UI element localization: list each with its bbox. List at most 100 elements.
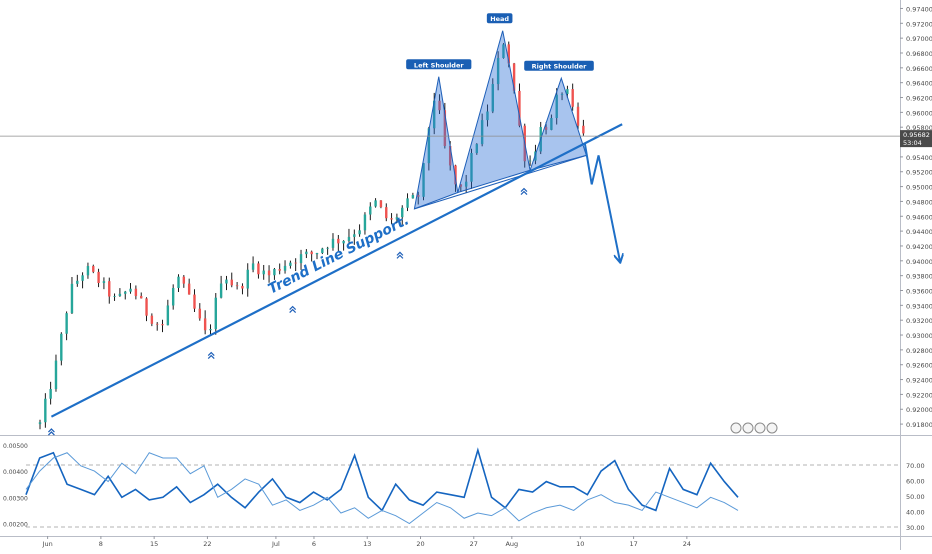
price-axis-label: 0.93800 — [906, 273, 932, 281]
price-axis-label: 0.92800 — [906, 347, 932, 355]
candle-body — [491, 84, 494, 112]
price-axis-label: 0.96800 — [906, 50, 932, 58]
time-axis-label: Aug — [505, 540, 518, 548]
pattern-label-box — [486, 13, 513, 24]
price-axis-label: 0.93200 — [906, 317, 932, 325]
candle-body — [60, 333, 63, 361]
osc-right-axis-label: 60.00 — [906, 478, 925, 486]
candle-body — [331, 238, 335, 248]
price-axis-label: 0.95800 — [906, 124, 932, 132]
candle-body — [571, 89, 574, 107]
price-axis-label: 0.92000 — [906, 406, 932, 414]
candle-body — [406, 198, 409, 208]
candle-body — [470, 153, 473, 182]
candle-body — [417, 194, 420, 197]
price-axis-label: 0.91800 — [906, 421, 932, 429]
candle-body — [209, 329, 212, 331]
chevron-marker — [520, 187, 528, 195]
chevron-marker — [47, 428, 55, 436]
time-axis[interactable]: Jun 8 15 22 Jul 6 13 20 27 Aug 10 17 24 — [42, 536, 691, 548]
candle-body — [225, 279, 228, 284]
toolbar-icon-4[interactable] — [766, 422, 778, 434]
price-axis-label: 0.93600 — [906, 287, 932, 295]
candle-body — [140, 295, 143, 299]
price-axis-label: 0.97000 — [906, 35, 932, 43]
candle-body — [299, 254, 303, 264]
current-price-tag — [900, 130, 932, 148]
candle-body — [374, 200, 377, 207]
price-axis[interactable]: 0.97400 0.97200 0.97000 0.96800 0.96600 0.964… — [900, 5, 932, 429]
candle-body — [113, 295, 116, 297]
candle-body — [118, 293, 122, 296]
price-axis-label: 0.93400 — [906, 302, 932, 310]
candle-body — [267, 270, 271, 276]
price-axis-label: 0.95200 — [906, 169, 932, 177]
candle-body — [92, 266, 95, 272]
candle-body — [241, 285, 244, 289]
candle-body — [171, 287, 175, 306]
time-axis-label: 17 — [629, 540, 637, 548]
candle-body — [86, 266, 90, 276]
current-price-value: 0.95682 — [903, 131, 930, 139]
candle-body — [326, 247, 329, 249]
osc-right-axis-label: 40.00 — [906, 509, 925, 517]
price-pane[interactable] — [0, 0, 900, 435]
candle-body — [155, 323, 159, 325]
candle-body — [518, 90, 521, 126]
price-axis-label: 0.97400 — [906, 5, 932, 13]
toolbar-icon-3[interactable] — [754, 422, 766, 434]
pattern-triangle — [457, 30, 531, 194]
candle-body — [54, 360, 58, 390]
candle-body — [235, 285, 239, 287]
candle-body — [369, 206, 372, 215]
candle-body — [475, 144, 479, 154]
candle-body — [528, 160, 532, 162]
candle-body — [262, 270, 265, 275]
oscillator-pane[interactable]: 0.00500 0.00400 0.00300 0.00200 70.00 60.00 50… — [3, 443, 925, 532]
candle-body — [459, 184, 463, 187]
osc-right-axis-label: 50.00 — [906, 493, 925, 501]
osc-axis-label: 0.00400 — [3, 469, 28, 476]
candle-body — [363, 214, 367, 231]
candle-body — [44, 398, 47, 423]
candle-body — [358, 230, 361, 235]
price-axis-label: 0.94000 — [906, 258, 932, 266]
pattern-label: Head — [490, 15, 509, 23]
candle-body — [283, 265, 287, 271]
marker-group — [47, 187, 528, 436]
candle-body — [129, 288, 132, 292]
pattern-label: Right Shoulder — [532, 63, 588, 71]
price-axis-label: 0.92400 — [906, 377, 932, 385]
osc-axis-label: 0.00200 — [3, 522, 28, 529]
candle-body — [219, 283, 223, 298]
candle-body — [337, 238, 340, 244]
price-axis-label: 0.94600 — [906, 213, 932, 221]
candle-body — [145, 298, 148, 316]
candle-body — [390, 218, 393, 220]
candle-body — [251, 263, 255, 270]
candle-body — [401, 207, 404, 218]
price-axis-label: 0.95000 — [906, 184, 932, 192]
toolbar-icon-2[interactable] — [742, 422, 754, 434]
pattern-triangle — [413, 76, 459, 210]
pattern-label-box — [524, 60, 594, 71]
candle-body — [411, 194, 415, 199]
price-axis-label: 0.94400 — [906, 228, 932, 236]
price-axis-label: 0.96000 — [906, 109, 932, 117]
candle-body — [342, 240, 345, 244]
candle-body — [214, 297, 217, 330]
price-axis-label: 0.93000 — [906, 332, 932, 340]
candle-body — [177, 276, 180, 288]
indicator-toolbar[interactable] — [730, 422, 778, 434]
toolbar-icon-1[interactable] — [730, 422, 742, 434]
trend-line[interactable] — [50, 123, 623, 418]
candle-body — [347, 236, 351, 241]
candle-body — [395, 217, 399, 220]
candle-body — [422, 163, 425, 197]
candle-body — [432, 100, 436, 129]
osc-right-axis-label: 30.00 — [906, 524, 925, 532]
candle-body — [49, 389, 52, 399]
